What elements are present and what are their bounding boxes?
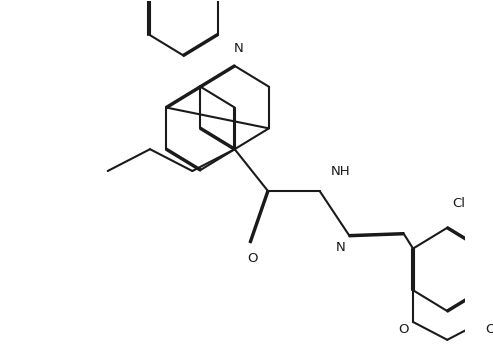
Text: Cl: Cl: [452, 197, 465, 210]
Text: O: O: [247, 252, 257, 265]
Text: O: O: [398, 323, 409, 336]
Text: N: N: [234, 41, 244, 55]
Text: NH: NH: [331, 165, 351, 178]
Text: O: O: [486, 323, 493, 336]
Text: N: N: [336, 240, 346, 254]
